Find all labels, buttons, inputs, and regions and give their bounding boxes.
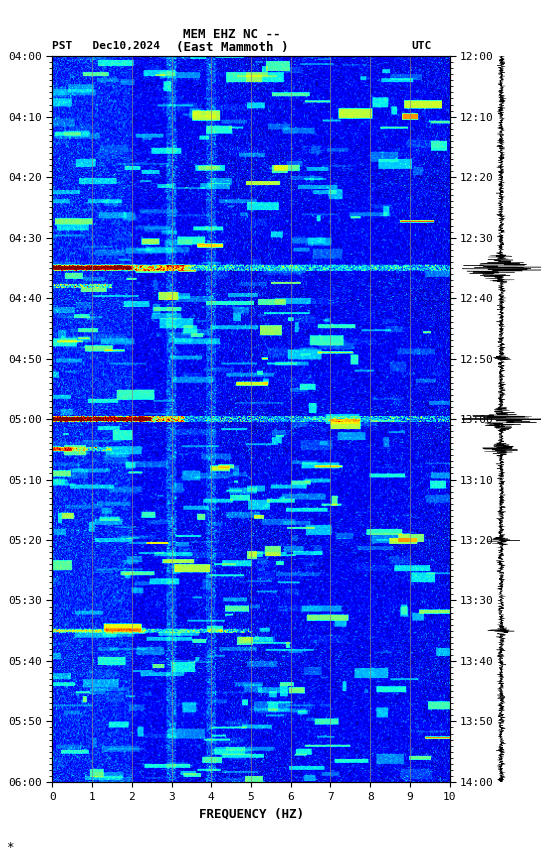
Text: (East Mammoth ): (East Mammoth ): [176, 41, 288, 54]
Text: UTC: UTC: [411, 41, 432, 52]
X-axis label: FREQUENCY (HZ): FREQUENCY (HZ): [199, 807, 304, 820]
Text: MEM EHZ NC --: MEM EHZ NC --: [183, 28, 280, 41]
Text: PST   Dec10,2024: PST Dec10,2024: [52, 41, 161, 52]
Text: *: *: [6, 841, 13, 854]
